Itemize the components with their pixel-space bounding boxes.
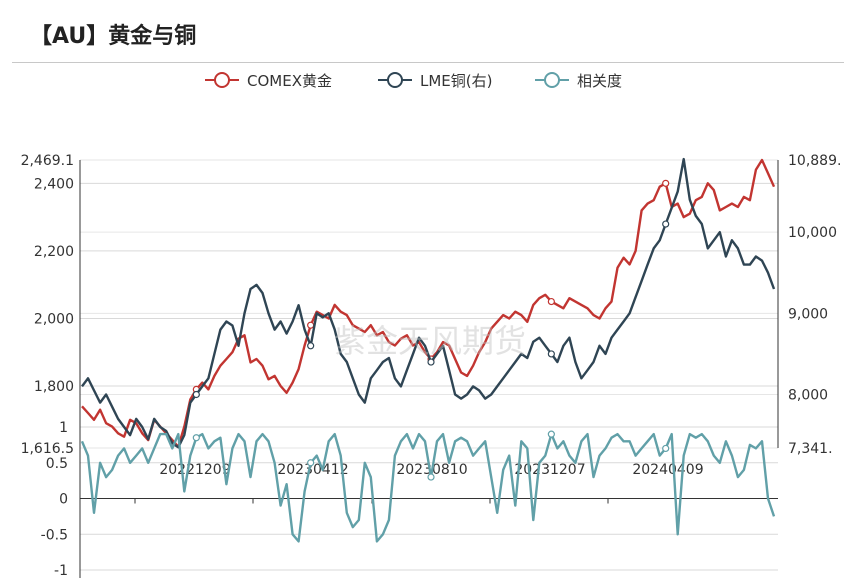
x-tick-label: 20230412 [277, 462, 348, 478]
series-line-2 [80, 432, 776, 543]
left-tick-label: 1,800 [34, 379, 74, 395]
page-title: 【AU】黄金与铜 [30, 24, 197, 49]
series-point [427, 358, 435, 366]
corr-tick-label: 0.5 [46, 456, 68, 472]
left-tick-label: 2,469.1 [21, 153, 74, 169]
corr-tick-label: 0 [59, 492, 68, 508]
left-tick-label: 1,616.5 [21, 441, 74, 457]
series-point [547, 350, 555, 358]
series-point [547, 430, 555, 438]
corr-tick-label: -0.5 [41, 527, 68, 543]
series-point [662, 179, 670, 187]
legend-label: LME铜(右) [420, 72, 492, 90]
right-tick-label: 9,000 [788, 306, 828, 322]
right-tick-label: 10,000 [788, 225, 837, 241]
legend: COMEX黄金 LME铜(右) 相关度 [205, 72, 622, 90]
title-divider [12, 62, 844, 63]
series-point [307, 321, 315, 329]
left-tick-label: 2,200 [34, 244, 74, 260]
watermark: 紫金天风期货 [334, 322, 526, 360]
series-point [662, 444, 670, 453]
series-layer [80, 157, 776, 543]
x-tick-label: 20231207 [514, 462, 585, 478]
legend-swatch-marker [214, 72, 230, 88]
series-point [307, 459, 315, 467]
right-tick-label: 7,341. [788, 441, 833, 457]
series-point [547, 297, 555, 306]
axes: 2,469.1 2,400 2,200 2,000 1,800 1,616.5 10,889… [21, 153, 842, 579]
left-tick-label: 2,000 [34, 311, 74, 327]
legend-label: COMEX黄金 [247, 72, 332, 90]
corr-tick-label: 1 [59, 420, 68, 436]
x-tick-label: 20221209 [159, 462, 230, 478]
legend-label: 相关度 [577, 72, 622, 90]
legend-swatch-marker [387, 72, 403, 88]
left-tick-label: 2,400 [34, 176, 74, 192]
legend-swatch-marker [544, 72, 560, 88]
series-point [427, 473, 435, 481]
series-point [307, 342, 315, 350]
series-point [662, 220, 670, 228]
right-tick-label: 8,000 [788, 388, 828, 404]
series-point [192, 390, 200, 399]
right-tick-label: 10,889. [788, 153, 841, 169]
series-point [192, 434, 200, 442]
x-tick-label: 20240409 [632, 462, 703, 478]
series-line-0 [81, 158, 776, 448]
corr-tick-label: -1 [54, 563, 68, 579]
